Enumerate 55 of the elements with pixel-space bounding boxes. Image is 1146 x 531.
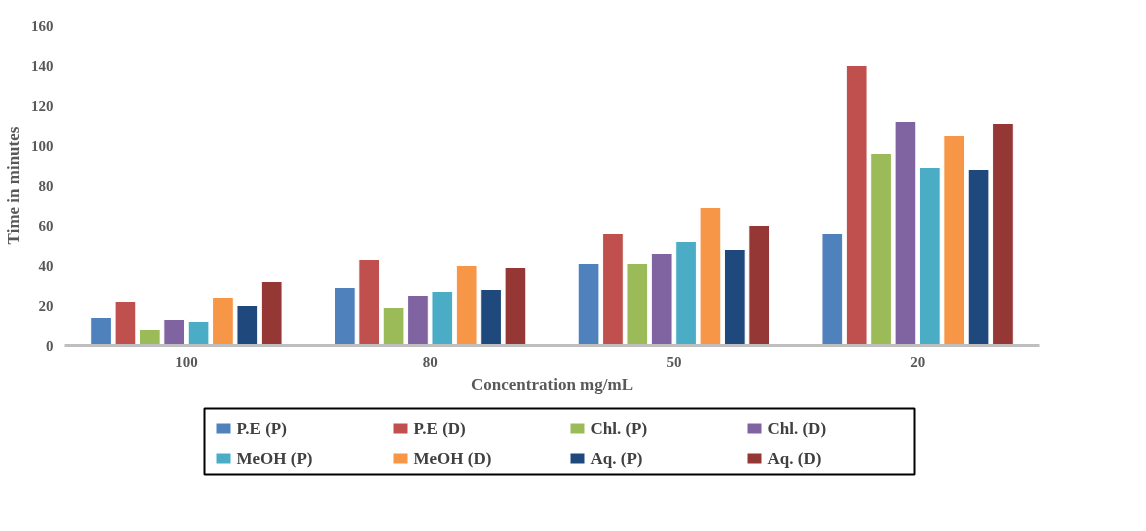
bar: [480, 289, 502, 346]
bar: [333, 287, 356, 346]
bar: [748, 225, 771, 346]
y-tick-label: 0: [46, 337, 54, 354]
bar: [358, 259, 381, 346]
y-tick-label: 80: [38, 177, 54, 194]
y-tick-label: 140: [31, 57, 54, 74]
bar: [138, 329, 161, 346]
bar: [870, 153, 892, 346]
bar: [504, 267, 527, 346]
x-tick-label: 50: [666, 353, 682, 370]
bar: [723, 249, 746, 346]
bar: [431, 291, 454, 346]
x-tick-label: 80: [422, 353, 438, 370]
bar: [650, 253, 673, 346]
legend-label: Chl. (P): [590, 419, 648, 438]
x-tick-label: 100: [175, 353, 198, 370]
y-tick-label: 40: [38, 257, 54, 274]
bar: [699, 207, 722, 346]
bar: [821, 233, 844, 346]
y-tick-label: 20: [38, 297, 54, 314]
bar: [894, 121, 917, 346]
bar: [163, 319, 186, 346]
bar: [90, 317, 112, 346]
bar: [382, 307, 405, 346]
x-tick-label: 20: [910, 353, 926, 370]
y-tick-label: 100: [31, 137, 54, 154]
x-axis-title: Concentration mg/mL: [471, 374, 633, 394]
legend-label: MeOH (P): [236, 449, 313, 468]
bar: [407, 295, 429, 346]
y-axis-title: Time in minutes: [4, 126, 23, 245]
bar: [992, 123, 1014, 346]
legend-label: Chl. (D): [767, 419, 827, 438]
y-tick-label: 160: [31, 17, 54, 34]
bar: [187, 321, 210, 346]
bar: [577, 263, 600, 346]
bar: [114, 301, 137, 346]
y-tick-label: 120: [31, 97, 54, 114]
bar: [236, 305, 259, 346]
bar: [626, 263, 649, 346]
y-tick-label: 60: [38, 217, 54, 234]
bar: [260, 281, 283, 346]
bar: [943, 135, 966, 346]
bar: [455, 265, 478, 346]
legend-label: Aq. (D): [767, 449, 822, 468]
legend-label: P.E (P): [236, 419, 287, 438]
bar: [967, 169, 990, 346]
bar: [918, 167, 941, 346]
legend-label: Aq. (P): [590, 449, 643, 468]
bar: [675, 241, 697, 346]
legend-label: P.E (D): [413, 419, 466, 438]
bar: [212, 297, 234, 346]
legend-label: MeOH (D): [413, 449, 492, 468]
bar: [602, 233, 624, 346]
bar: [845, 65, 868, 346]
